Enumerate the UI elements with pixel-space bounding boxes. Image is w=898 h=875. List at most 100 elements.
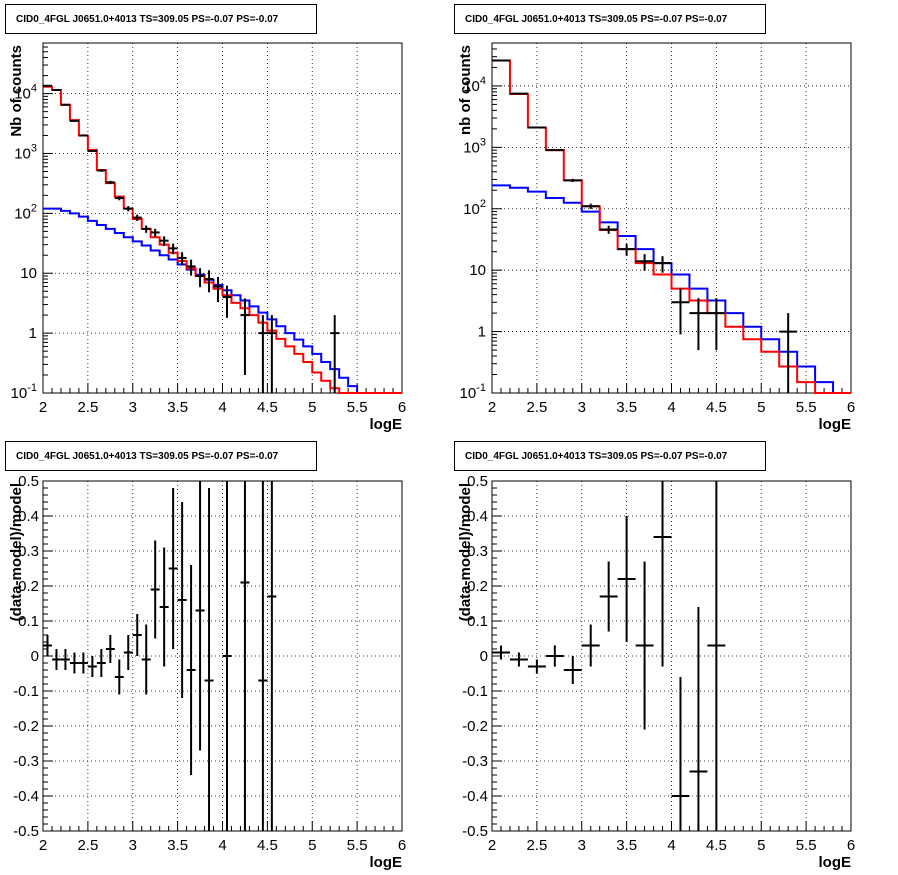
residual-point: [141, 624, 151, 695]
x-tick-label: 2.5: [77, 399, 98, 416]
residual-point: [114, 659, 124, 695]
data-point: [330, 315, 340, 393]
y-tick-label: 1: [29, 325, 37, 342]
y-tick-label: 102: [14, 202, 37, 222]
residual-point: [78, 652, 88, 674]
data-point: [114, 196, 124, 201]
panel-residual-right: CID0_4FGL J0651.0+4013 TS=309.05 PS=-0.0…: [449, 437, 898, 875]
x-tick-label: 2.5: [526, 837, 547, 854]
y-tick-label: 0.3: [18, 543, 39, 560]
residual-point: [51, 649, 61, 670]
x-tick-label: 5: [757, 837, 765, 854]
x-tick-label: 3: [129, 399, 137, 416]
residual-point: [653, 481, 672, 667]
residual-point: [258, 481, 268, 831]
x-tick-label: 2.5: [526, 399, 547, 416]
x-tick-label: 2: [488, 399, 496, 416]
data-point: [258, 315, 268, 393]
x-tick-label: 5: [308, 837, 316, 854]
background-model-step-line: [43, 207, 402, 394]
y-tick-label: -0.5: [13, 823, 39, 840]
data-point: [599, 225, 618, 234]
y-tick-label: 104: [14, 83, 37, 103]
residual-point: [671, 677, 690, 831]
data-point: [159, 236, 169, 246]
y-tick-label: 104: [463, 75, 486, 95]
data-point: [78, 134, 88, 137]
x-tick-label: 3: [578, 399, 586, 416]
data-point: [132, 214, 142, 221]
data-point: [105, 180, 115, 184]
residual-point: [43, 635, 52, 656]
y-tick-label: 102: [463, 198, 486, 218]
x-tick-label: 4.5: [706, 399, 727, 416]
y-tick-label: 0.1: [467, 613, 488, 630]
data-point: [779, 313, 798, 393]
residual-point: [204, 488, 214, 831]
y-tick-label: 0.4: [467, 508, 488, 525]
x-tick-label: 4: [667, 837, 675, 854]
y-tick-label: 0: [480, 648, 488, 665]
x-tick-label: 4.5: [257, 837, 278, 854]
data-point: [123, 206, 133, 212]
data-point: [509, 92, 528, 95]
data-point: [43, 84, 52, 87]
y-tick-label: 0.4: [18, 508, 39, 525]
chart-counts-left: 2 2.5 3 3.5 4 4.5 5 5.5 6 10-1 1 10 102 103 104 logE Nb …: [8, 42, 406, 433]
x-axis-label: logE: [370, 854, 403, 871]
data-point: [222, 285, 232, 318]
data-point: [213, 276, 223, 303]
x-tick-label: 5.5: [796, 837, 817, 854]
panel-residual-left: CID0_4FGL J0651.0+4013 TS=309.05 PS=-0.0…: [0, 437, 449, 875]
x-tick-label: 3.5: [167, 837, 188, 854]
x-tick-label: 5: [757, 399, 765, 416]
x-tick-label: 3.5: [167, 399, 188, 416]
y-tick-label: 1: [478, 324, 486, 341]
x-tick-label: 3.5: [616, 837, 637, 854]
y-tick-label: -0.2: [462, 718, 488, 735]
data-point: [653, 256, 672, 273]
panel-counts-left: CID0_4FGL J0651.0+4013 TS=309.05 PS=-0.0…: [0, 0, 449, 437]
data-point: [195, 268, 205, 288]
residual-point: [159, 547, 169, 667]
chart-title: CID0_4FGL J0651.0+4013 TS=309.05 PS=-0.0…: [5, 441, 317, 471]
y-tick-label: 10: [20, 265, 37, 282]
x-tick-label: 2.5: [77, 837, 98, 854]
residual-point: [707, 481, 726, 831]
y-tick-label: 10: [469, 262, 486, 279]
data-point: [267, 315, 277, 393]
x-tick-label: 2: [39, 837, 47, 854]
data-point: [527, 126, 546, 129]
chart-residual-right: 2 2.5 3 3.5 4 4.5 5 5.5 6 -0.5 -0.4 -0.3 -0.2 -0.1 0 0.…: [457, 473, 855, 871]
data-point: [204, 270, 214, 293]
data-point: [581, 203, 600, 210]
y-tick-label: 0.2: [467, 578, 488, 595]
chart-counts-right: 2 2.5 3 3.5 4 4.5 5 5.5 6 10-1 1 10 102 103 104 logE nb …: [457, 42, 855, 433]
x-tick-label: 4.5: [706, 837, 727, 854]
data-point: [87, 150, 97, 153]
data-point: [69, 119, 79, 122]
data-point: [563, 178, 582, 183]
residual-point: [599, 561, 618, 632]
data-point: [617, 243, 636, 256]
x-axis-label: logE: [819, 416, 852, 433]
x-tick-label: 4: [218, 399, 226, 416]
chart-title: CID0_4FGL J0651.0+4013 TS=309.05 PS=-0.0…: [454, 441, 766, 471]
x-tick-label: 4.5: [257, 399, 278, 416]
data-point: [635, 254, 654, 271]
y-axis-label: nb of counts: [457, 45, 474, 135]
residual-point: [150, 540, 160, 639]
residual-point: [240, 481, 250, 831]
chart-residual-left: 2 2.5 3 3.5 4 4.5 5 5.5 6 -0.5 -0.4 -0.3 -0.2 -0.1 0 0.…: [8, 473, 406, 871]
residual-point: [105, 635, 115, 663]
y-tick-label: -0.3: [13, 753, 39, 770]
y-axis-label: (data-model)/model: [8, 483, 25, 621]
residual-point: [87, 656, 97, 677]
x-tick-label: 6: [398, 837, 406, 854]
y-tick-label: 103: [14, 142, 37, 162]
y-tick-label: 0.3: [467, 543, 488, 560]
x-tick-label: 3: [129, 837, 137, 854]
data-point: [141, 225, 151, 233]
residual-point: [222, 481, 232, 831]
residual-point: [689, 607, 708, 831]
